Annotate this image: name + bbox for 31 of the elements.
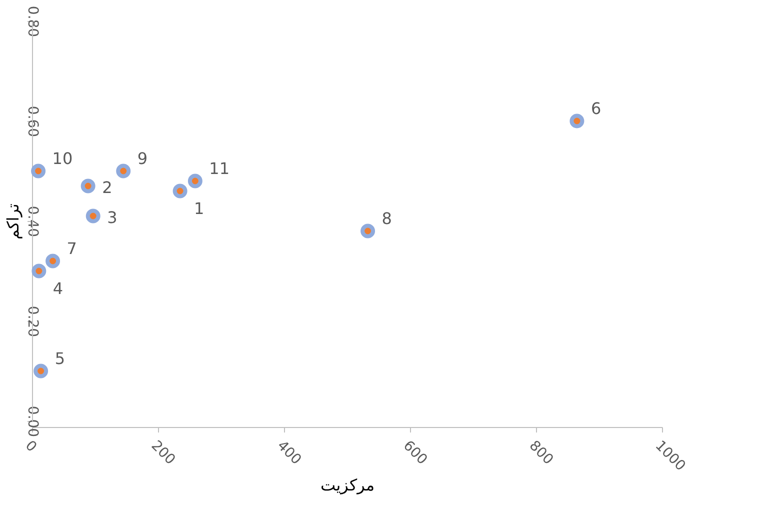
annotation: 10 bbox=[52, 149, 73, 168]
x-tick-label: 600 bbox=[400, 438, 430, 468]
annotation: 11 bbox=[209, 159, 230, 178]
point bbox=[360, 224, 376, 238]
annotation: 4 bbox=[52, 279, 64, 298]
x-axis-title: مرکزیت bbox=[320, 476, 375, 495]
point bbox=[31, 164, 46, 178]
point bbox=[32, 264, 46, 278]
annotation: 8 bbox=[382, 209, 392, 228]
annotation: 5 bbox=[54, 349, 66, 368]
annotation: 1 bbox=[194, 199, 204, 218]
x-tick-label: 0 bbox=[22, 438, 40, 456]
point bbox=[80, 178, 96, 194]
annotation: 9 bbox=[137, 149, 148, 168]
point bbox=[34, 364, 48, 378]
y-axis-title: تراکم bbox=[4, 204, 22, 240]
point bbox=[46, 254, 60, 268]
x-tick-label: 800 bbox=[526, 438, 556, 468]
point bbox=[86, 208, 100, 224]
point bbox=[172, 184, 188, 198]
point bbox=[188, 174, 202, 188]
annotation: 3 bbox=[107, 208, 118, 227]
x-tick-label: 200 bbox=[148, 438, 178, 468]
annotation: 7 bbox=[66, 239, 77, 258]
annotation: 2 bbox=[102, 178, 112, 197]
annotation: 6 bbox=[590, 99, 602, 118]
y-tick-label: 0.80 bbox=[24, 6, 40, 38]
y-tick-label: 0.00 bbox=[24, 406, 40, 438]
point bbox=[116, 164, 131, 178]
x-tick-label: 400 bbox=[274, 438, 304, 468]
point bbox=[570, 114, 584, 128]
